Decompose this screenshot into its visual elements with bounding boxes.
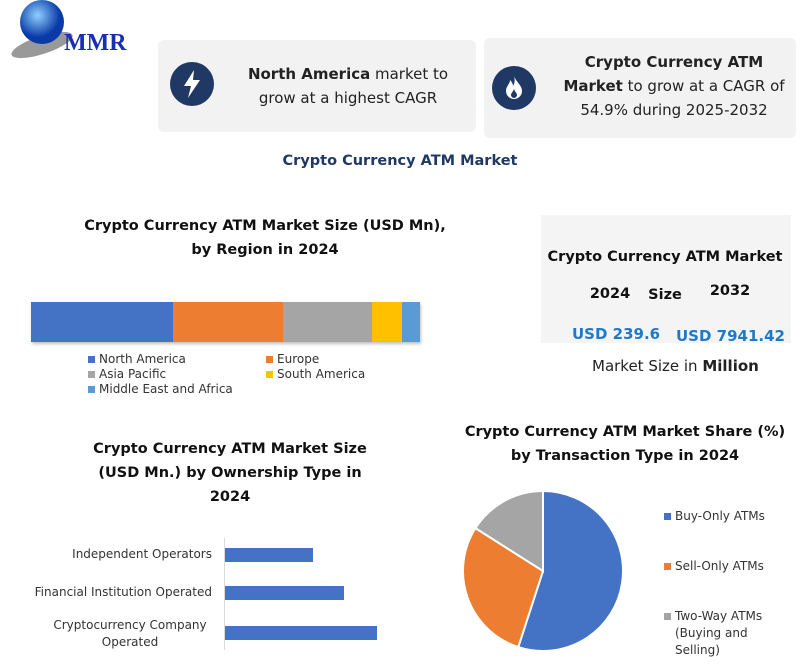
legend-item: Europe [266,352,396,366]
legend-swatch [266,355,273,363]
unit-label: Market Size in Million [592,357,759,375]
pie-slice-2 [474,489,544,573]
legend-label: Asia Pacific [99,367,167,381]
year-2032: 2032 [709,283,751,299]
legend-swatch [88,355,95,363]
region-segment-south-america [372,302,403,342]
legend-item: Middle East and Africa [88,382,266,396]
highlight-card-region: North America market to grow at a highes… [158,40,476,132]
legend-swatch [88,370,95,378]
legend-swatch [664,513,671,520]
region-chart-title: Crypto Currency ATM Market Size (USD Mn)… [84,218,446,258]
pie-legend-item: Sell-Only ATMs [664,558,794,575]
legend-swatch [664,563,671,570]
highlight-cagr-text: Crypto Currency ATM Market to grow at a … [563,53,785,119]
highlight-region-text: North America market to grow at a highes… [247,65,449,107]
legend-label: Middle East and Africa [99,382,233,396]
legend-label: Two-Way ATMs (Buying and Selling) [675,609,763,657]
value-2024: USD 239.6 [572,325,661,343]
ownership-label: Financial Institution Operated [34,585,212,599]
region-segment-middle-east-and-africa [402,302,420,342]
year-2024: 2024 [589,286,631,302]
legend-label: Europe [277,352,320,366]
pie-slice-0 [517,489,624,652]
market-size-card [541,215,791,343]
logo-text: MMR [64,30,127,56]
legend-swatch [664,613,671,620]
pie-legend-item: Two-Way ATMs (Buying and Selling) [664,608,794,659]
ownership-label: Cryptocurrency Company Operated [53,618,207,649]
transaction-pie [462,489,624,652]
region-segment-north-america [31,302,173,342]
legend-label: South America [277,367,366,381]
legend-swatch [88,385,95,393]
ownership-bar [225,626,377,640]
ownership-bar [225,548,314,562]
ownership-label: Independent Operators [72,547,212,561]
legend-item: North America [88,352,266,366]
lightning-icon [170,62,214,106]
region-segment-asia-pacific [283,302,373,342]
globe-logo-icon [11,0,73,59]
ownership-bar [225,586,344,600]
ownership-chart-title: Crypto Currency ATM Market Size (USD Mn.… [93,441,367,505]
pie-slice-1 [462,526,545,649]
main-title: Crypto Currency ATM Market [282,153,518,169]
legend-label: North America [99,352,186,366]
legend-item: South America [266,367,396,381]
region-stacked-bar [31,302,420,342]
legend-label: Sell-Only ATMs [675,559,764,573]
logo: MMR [6,0,141,60]
pie-legend-item: Buy-Only ATMs [664,508,794,525]
pie-chart-title: Crypto Currency ATM Market Share (%) by … [464,424,786,464]
market-size-title: Crypto Currency ATM Market Size [547,249,783,303]
region-segment-europe [172,302,284,342]
legend-swatch [266,370,273,378]
highlight-card-cagr: Crypto Currency ATM Market to grow at a … [484,38,796,138]
legend-label: Buy-Only ATMs [675,509,765,523]
region-legend: North America Europe Asia Pacific South Ame… [88,352,388,396]
legend-item: Asia Pacific [88,367,266,381]
value-2032: USD 7941.42 [676,327,785,345]
flame-icon [492,66,536,110]
ownership-axis-line [224,538,225,650]
